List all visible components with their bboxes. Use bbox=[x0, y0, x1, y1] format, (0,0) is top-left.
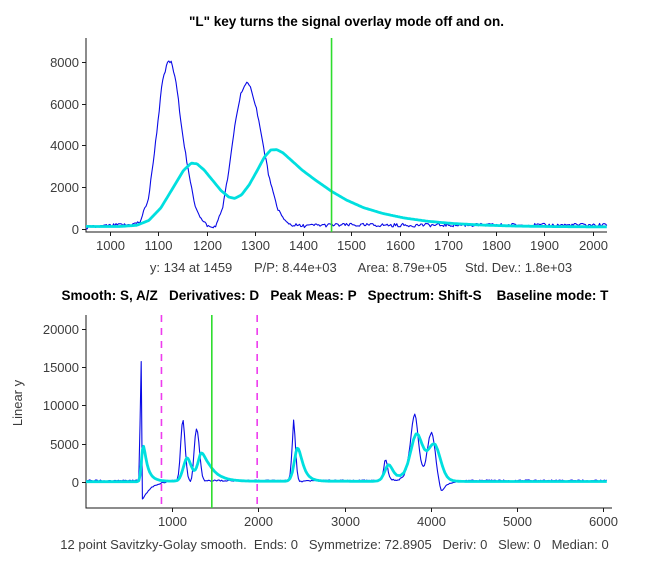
x-tick-label: 1500 bbox=[337, 238, 366, 253]
y-tick-label: 15000 bbox=[43, 360, 79, 375]
y-tick-label: 0 bbox=[72, 475, 79, 490]
axis-lines bbox=[85, 38, 607, 233]
x-tick-label: 6000 bbox=[589, 514, 618, 529]
y-tick-label: 10000 bbox=[43, 398, 79, 413]
processing-status-label: 12 point Savitzky-Golay smooth. Ends: 0 … bbox=[60, 537, 609, 552]
x-tick-label: 5000 bbox=[503, 514, 532, 529]
y-tick-label: 4000 bbox=[50, 138, 79, 153]
y-tick-label: 20000 bbox=[43, 322, 79, 337]
bottom-plot-title: Smooth: S, A/Z Derivatives: D Peak Meas:… bbox=[61, 288, 609, 303]
x-tick-label: 1300 bbox=[241, 238, 270, 253]
bottom-chart[interactable]: 1000 2000 3000 4000 5000 6000 0 5000 10000 15000 2… bbox=[43, 315, 618, 529]
x-tick-label: 1100 bbox=[145, 238, 173, 253]
x-tick-label: 1700 bbox=[434, 238, 463, 253]
axis-lines bbox=[85, 315, 612, 509]
y-tick-label: 0 bbox=[72, 222, 79, 237]
x-tick-label: 4000 bbox=[417, 514, 446, 529]
y-tick-label: 5000 bbox=[50, 437, 79, 452]
series-smoothed-overlay-signal bbox=[85, 432, 607, 484]
y-tick-label: 6000 bbox=[50, 97, 79, 112]
cursor-readout-label: y: 134 at 1459 P/P: 8.44e+03 Area: 8.79e… bbox=[149, 260, 573, 275]
x-tick-label: 1000 bbox=[96, 238, 125, 253]
x-tick-label: 1400 bbox=[289, 238, 318, 253]
top-chart[interactable]: 1000 1100 1200 1300 1400 1500 1600 1700 1800 1900… bbox=[50, 38, 608, 253]
y-tick-label: 8000 bbox=[50, 55, 79, 70]
y-axis-label: Linear y bbox=[9, 379, 25, 427]
x-tick-label: 3000 bbox=[331, 514, 360, 529]
x-tick-label: 1900 bbox=[530, 238, 559, 253]
x-tick-label: 1000 bbox=[158, 514, 187, 529]
x-tick-label: 1600 bbox=[386, 238, 415, 253]
x-tick-label: 2000 bbox=[244, 514, 273, 529]
x-tick-label: 1800 bbox=[482, 238, 511, 253]
y-tick-label: 2000 bbox=[50, 180, 79, 195]
series-raw-noisy-signal bbox=[85, 361, 608, 500]
series-smoothed-overlay-signal bbox=[85, 148, 607, 229]
top-plot-title: "L" key turns the signal overlay mode of… bbox=[188, 14, 505, 29]
x-tick-label: 2000 bbox=[579, 238, 608, 253]
x-tick-label: 1200 bbox=[193, 238, 222, 253]
